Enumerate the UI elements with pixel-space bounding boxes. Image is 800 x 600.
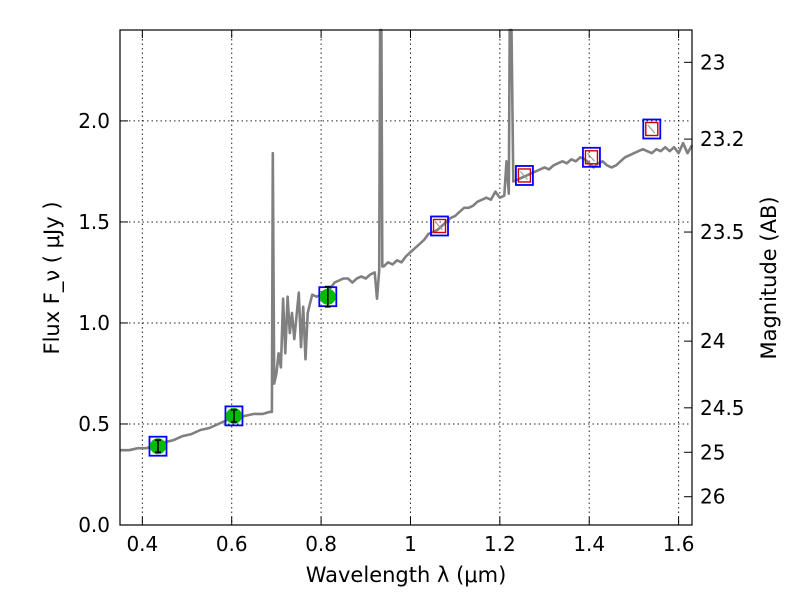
mag-tick-label-3: 24 (700, 329, 725, 353)
upper-limit-mark-3 (647, 124, 656, 134)
model-box-0 (148, 435, 168, 457)
upper-limit-3 (645, 121, 659, 137)
mag-tick-label-1: 23.2 (700, 127, 745, 151)
y-right-axis-label: Magnitude (AB) (757, 196, 781, 359)
upper-limit-mark-2 (587, 152, 595, 162)
upper-limit-1 (517, 168, 532, 183)
mag-tick-label-6: 26 (700, 485, 725, 509)
model-box-1 (224, 405, 244, 427)
mag-tick-label-5: 25 (700, 440, 725, 464)
upper-limit-mark-1 (519, 171, 528, 180)
x-tick-label-1: 0.6 (216, 532, 248, 556)
model-box-5 (582, 146, 601, 168)
x-tick-label-3: 1 (404, 532, 417, 556)
y-axis-label: Flux F_ν ( μJy ) (40, 201, 65, 354)
x-tick-label-5: 1.4 (573, 532, 605, 556)
mag-tick-label-0: 23 (700, 50, 725, 74)
upper-limit-2 (584, 150, 599, 165)
grid-lines (120, 30, 692, 525)
x-tick-label-4: 1.2 (484, 532, 516, 556)
spectrum-line (120, 28, 694, 452)
mag-tick-label-2: 23.5 (700, 220, 745, 244)
model-box-3 (430, 215, 449, 237)
x-tick-label-2: 0.8 (305, 532, 337, 556)
y-tick-label-1: 0.5 (78, 412, 110, 436)
y-tick-label-3: 1.5 (78, 210, 110, 234)
mag-tick-label-4: 24.5 (700, 396, 745, 420)
upper-limit-mark-0 (435, 221, 443, 231)
model-box-6 (642, 118, 662, 140)
upper-limit-0 (432, 218, 447, 234)
model-box-4 (515, 165, 534, 186)
plot-frame (119, 29, 693, 526)
y-tick-label-2: 1.0 (78, 311, 110, 335)
y-tick-label-4: 2.0 (78, 109, 110, 133)
axis-ticks (120, 30, 692, 526)
spectrum-layer (120, 28, 694, 452)
x-tick-label-6: 1.6 (663, 532, 695, 556)
x-tick-label-0: 0.4 (126, 532, 158, 556)
tick-labels: 0.4 0.6 0.8 1 1.2 1.4 1.6 0.0 0.5 1.0 1.5 2.0 23 23.2… (78, 50, 744, 556)
photometry-layer (148, 118, 662, 457)
y-tick-label-0: 0.0 (78, 513, 110, 537)
x-axis-label: Wavelength λ (μm) (306, 563, 507, 587)
